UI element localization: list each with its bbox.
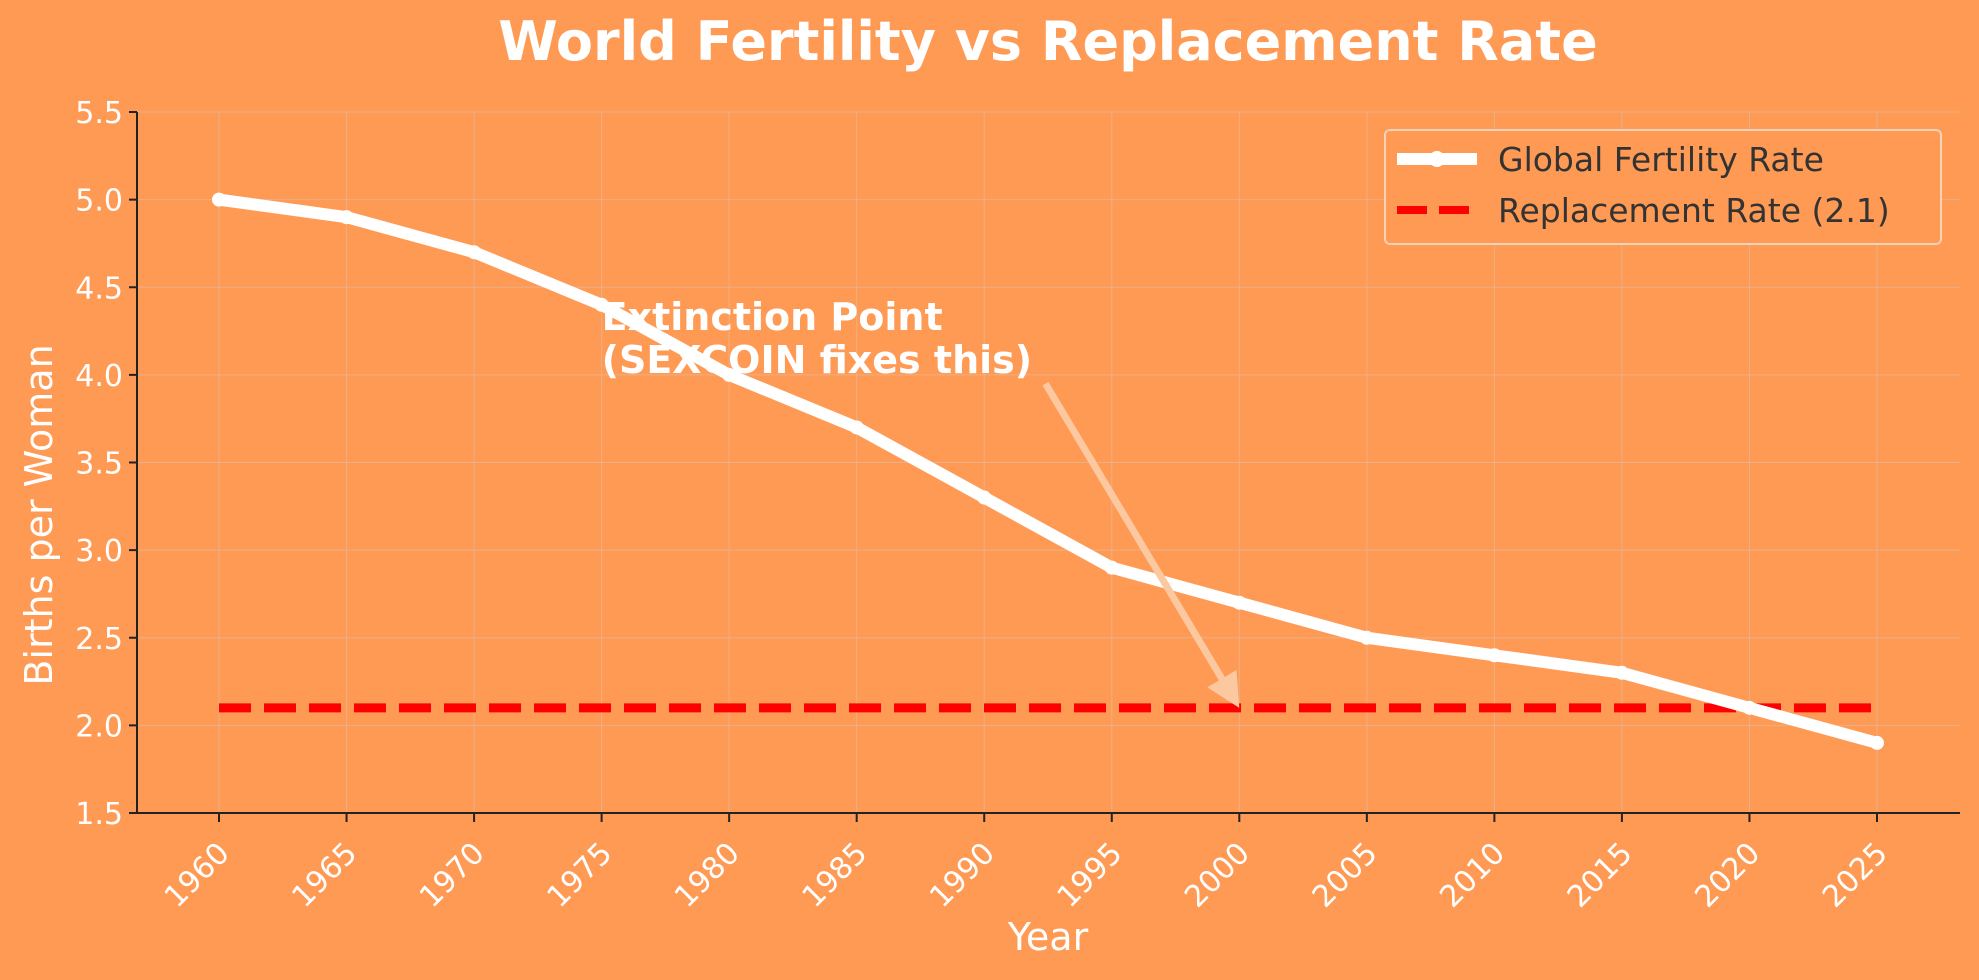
x-tick-label: 2005: [1306, 836, 1385, 915]
legend-marker-fertility: [1429, 151, 1445, 167]
legend-box: [1384, 129, 1942, 245]
y-tick-label: 5.5: [75, 96, 123, 131]
fertility-point: [339, 210, 354, 225]
x-tick-label: 1960: [158, 836, 237, 915]
y-tick-label: 2.0: [75, 709, 123, 744]
fertility-point: [1742, 700, 1757, 715]
y-tick-label: 3.5: [75, 447, 123, 482]
series: [212, 192, 1884, 750]
x-tick-label: 1990: [923, 836, 1002, 915]
y-tick-label: 4.0: [75, 359, 123, 394]
fertility-point: [212, 192, 226, 207]
fertility-point: [1359, 630, 1374, 645]
annotation-arrow-shaft: [1042, 381, 1225, 681]
y-axis-label: Births per Woman: [17, 344, 61, 685]
fertility-point: [722, 367, 737, 382]
x-tick-label: 2010: [1433, 836, 1512, 915]
x-tick-label: 1980: [668, 836, 747, 915]
annotation-arrow-head: [1207, 669, 1240, 708]
y-tick-label: 2.5: [75, 622, 123, 657]
y-tick-label: 5.0: [75, 184, 123, 219]
annotation-line-1: Extinction Point: [602, 295, 943, 339]
x-tick-label: 1975: [541, 836, 620, 915]
x-tick-label: 1970: [413, 836, 492, 915]
legend-label-fertility: Global Fertility Rate: [1498, 140, 1824, 179]
x-tick-label: 1995: [1051, 836, 1130, 915]
x-tick-label: 2000: [1178, 836, 1257, 915]
x-tick-label: 2015: [1561, 836, 1640, 915]
x-tick-label: 2020: [1688, 836, 1767, 915]
grid: [137, 111, 1960, 814]
annotation: Extinction Point(SEXCOIN fixes this): [602, 295, 1240, 708]
x-tick-label: 1985: [796, 836, 875, 915]
y-tick-label: 4.5: [75, 271, 123, 306]
x-axis-label: Year: [1007, 915, 1089, 959]
y-tick-label: 1.5: [75, 797, 123, 832]
fertility-point: [467, 245, 482, 260]
chart-title: World Fertility vs Replacement Rate: [498, 10, 1597, 73]
legend: Global Fertility Rate Replacement Rate (…: [1384, 129, 1942, 245]
fertility-point: [849, 420, 864, 435]
fertility-rate-line: [213, 193, 1883, 749]
fertility-point: [1232, 595, 1247, 610]
annotation-line-2: (SEXCOIN fixes this): [602, 338, 1033, 382]
fertility-point: [1104, 560, 1119, 575]
fertility-point: [1487, 648, 1502, 663]
fertility-point: [1870, 735, 1884, 750]
fertility-point: [594, 297, 609, 312]
fertility-point: [1614, 665, 1629, 680]
y-tick-label: 3.0: [75, 534, 123, 569]
x-tick-label: 2025: [1816, 836, 1895, 915]
fertility-point: [977, 490, 992, 505]
x-tick-label: 1965: [285, 836, 364, 915]
legend-label-replacement: Replacement Rate (2.1): [1498, 191, 1890, 230]
